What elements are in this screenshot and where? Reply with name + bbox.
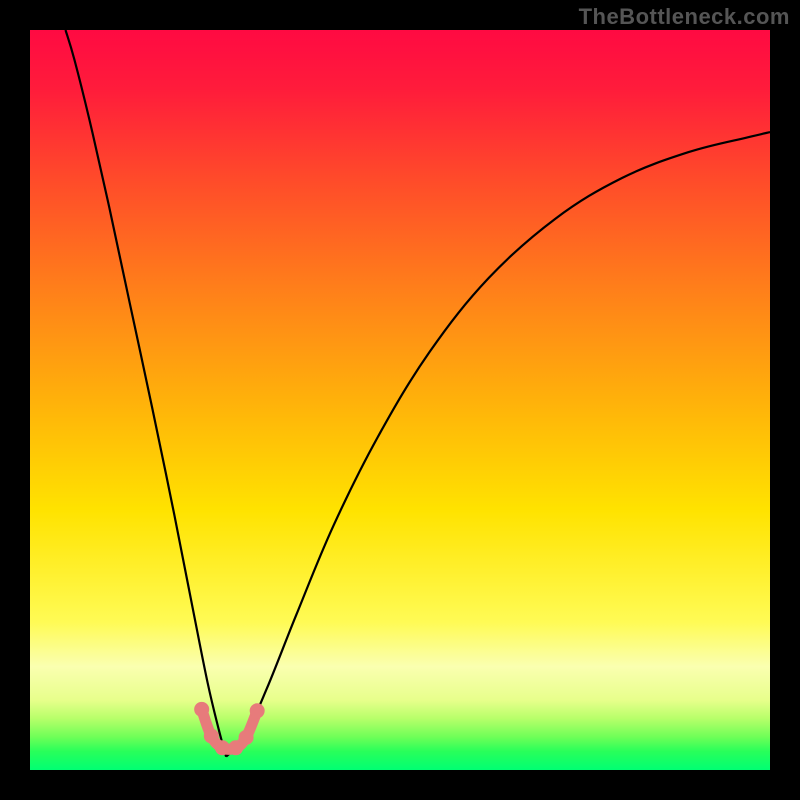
marker-point (194, 702, 209, 717)
marker-point (250, 703, 265, 718)
chart-stage: TheBottleneck.com (0, 0, 800, 800)
bottleneck-chart (0, 0, 800, 800)
marker-point (204, 728, 219, 743)
watermark-text: TheBottleneck.com (579, 4, 790, 30)
marker-point (215, 740, 230, 755)
marker-point (239, 730, 254, 745)
